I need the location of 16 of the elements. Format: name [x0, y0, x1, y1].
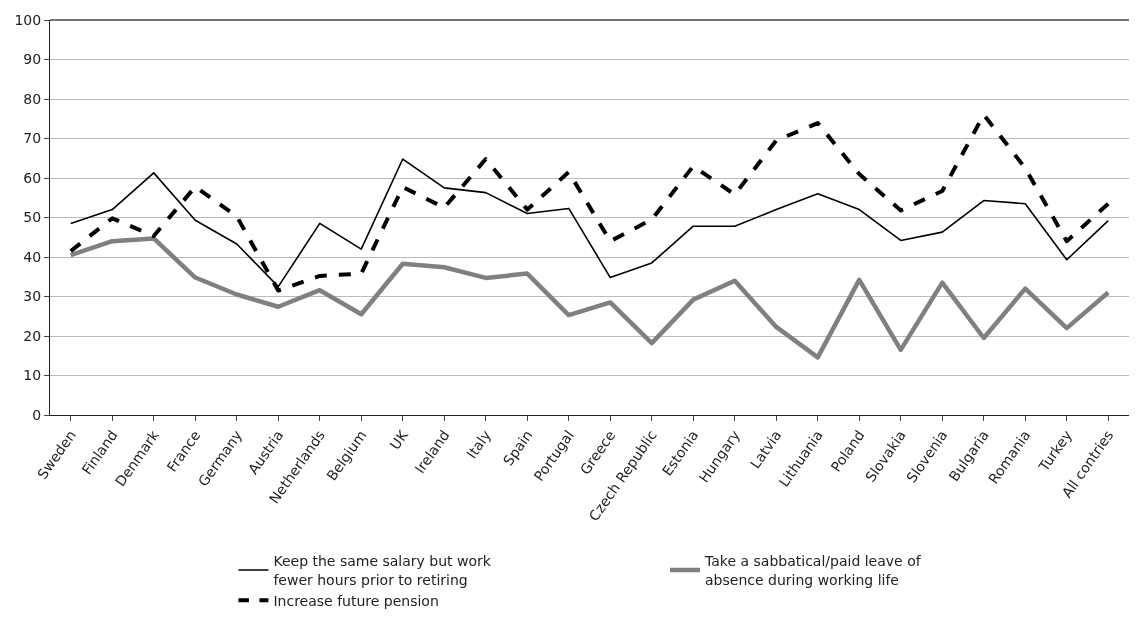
legend-label: Keep the same salary but work fewer hours prior to retiring	[273, 553, 492, 588]
y-tick-label: 80	[23, 90, 42, 107]
y-tick-label: 0	[32, 406, 42, 423]
y-tick-label: 50	[23, 209, 42, 226]
y-tick-label: 40	[23, 248, 42, 265]
y-tick-label: 100	[14, 11, 42, 28]
legend-label: Increase future pension	[273, 592, 439, 609]
x-tick-label: UK	[386, 426, 412, 453]
y-tick-label: 20	[23, 327, 42, 344]
y-tick-label: 10	[23, 367, 42, 384]
legend-label: Take a sabbatical/paid leave of absence during working life	[704, 553, 922, 588]
y-tick-label: 60	[23, 169, 42, 186]
y-tick-label: 90	[23, 51, 42, 68]
y-tick-label: 70	[23, 130, 42, 147]
y-tick-label: 30	[23, 288, 42, 305]
line-series	[68, 236, 1111, 360]
